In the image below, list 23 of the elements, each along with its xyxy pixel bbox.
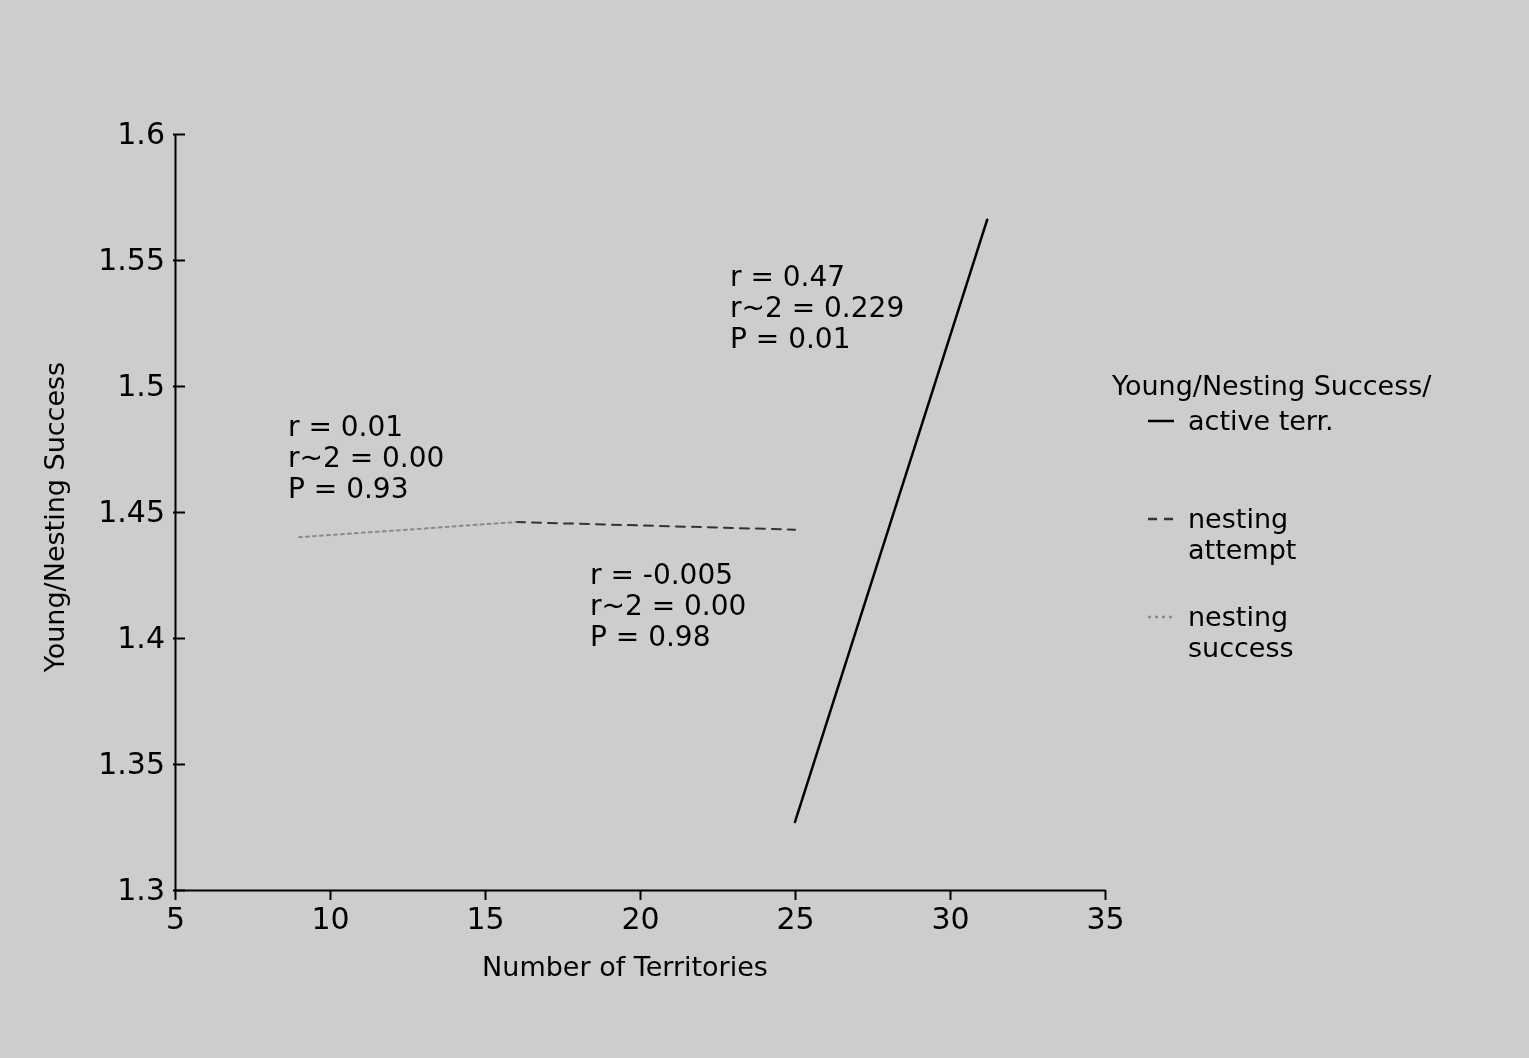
annotation: r = -0.005 r~2 = 0.00 P = 0.98 bbox=[590, 558, 747, 653]
y-tick-label: 1.55 bbox=[98, 242, 165, 278]
x-tick-label: 15 bbox=[466, 901, 505, 937]
legend-label: nesting success bbox=[1188, 601, 1294, 663]
annotation: r = 0.47 r~2 = 0.229 P = 0.01 bbox=[730, 260, 905, 355]
x-tick-label: 25 bbox=[776, 901, 815, 937]
x-tick-label: 20 bbox=[621, 901, 660, 937]
y-tick-label: 1.4 bbox=[117, 620, 165, 656]
x-axis-title: Number of Territories bbox=[482, 951, 768, 982]
legend-label: nesting attempt bbox=[1188, 503, 1297, 565]
y-tick-label: 1.5 bbox=[117, 368, 165, 404]
x-tick-label: 35 bbox=[1086, 901, 1125, 937]
x-tick-label: 10 bbox=[311, 901, 350, 937]
y-tick-label: 1.45 bbox=[98, 494, 165, 530]
y-axis-title: Young/Nesting Success bbox=[39, 361, 70, 674]
x-tick-label: 5 bbox=[165, 901, 186, 937]
annotation: r = 0.01 r~2 = 0.00 P = 0.93 bbox=[288, 410, 445, 505]
x-tick-label: 30 bbox=[931, 901, 970, 937]
y-tick-label: 1.6 bbox=[117, 116, 165, 152]
y-tick-label: 1.35 bbox=[98, 746, 165, 782]
y-tick-label: 1.3 bbox=[117, 872, 165, 908]
legend-title: Young/Nesting Success/ bbox=[1111, 370, 1433, 401]
legend-label: active terr. bbox=[1188, 405, 1334, 436]
